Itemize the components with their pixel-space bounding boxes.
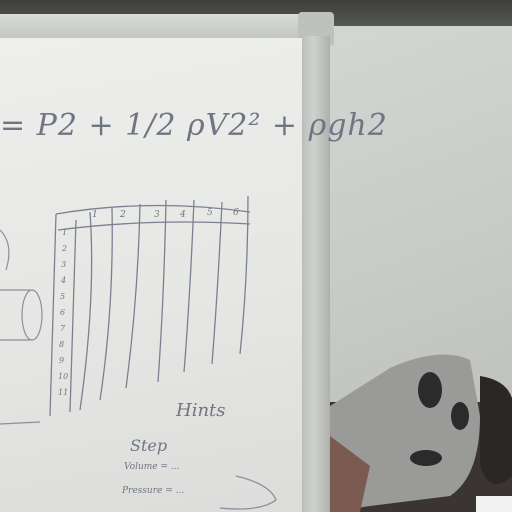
- table-column-header: 2: [120, 210, 126, 220]
- table-column-line: [99, 207, 113, 401]
- note-line: Pressure = ...: [122, 486, 185, 496]
- whiteboard-frame-right: [300, 36, 330, 512]
- table-column-line: [79, 211, 93, 411]
- sphere-sketch: [0, 229, 10, 271]
- whiteboard: = P2 + 1/2 ρV2² + ρgh2 Hints Step Volume…: [0, 38, 387, 512]
- table-left-line: [49, 213, 57, 417]
- table-row-label: 9: [59, 356, 65, 365]
- pipe-sketch-end: [21, 289, 43, 341]
- table-column-line: [183, 199, 195, 373]
- table-row-label: 2: [62, 244, 68, 253]
- table-column-header: 3: [154, 210, 160, 220]
- table-column-line: [125, 203, 141, 389]
- table-row-label: 7: [60, 324, 66, 333]
- note-line: Volume = ...: [124, 462, 180, 472]
- table-row-label: 10: [58, 372, 69, 381]
- table-row-label: 8: [59, 340, 65, 349]
- mask-mouth: [410, 450, 442, 466]
- table-top-line: [55, 204, 251, 215]
- mask-inner-red: [330, 436, 370, 512]
- table-column-line: [157, 199, 167, 383]
- table-column-header: 1: [92, 210, 98, 220]
- table-header-line: [57, 221, 251, 231]
- mask-object: [330, 354, 512, 512]
- table-row-label: 3: [61, 260, 67, 269]
- table-row-label: 1: [62, 228, 68, 237]
- step-heading: Step: [130, 436, 168, 455]
- paper-corner: [476, 496, 512, 512]
- table-row-label: 11: [58, 388, 69, 397]
- table-column-line: [211, 201, 223, 365]
- table-label-column-line: [69, 219, 77, 413]
- table-row-label: 5: [60, 292, 66, 301]
- mask-eye-right: [451, 402, 469, 430]
- bernoulli-formula: = P2 + 1/2 ρV2² + ρgh2: [0, 108, 388, 143]
- whiteboard-frame-top: [0, 14, 330, 39]
- table-row-label: 4: [61, 276, 67, 285]
- table-column-header: 6: [233, 208, 239, 218]
- table-column-line: [239, 195, 249, 355]
- table-row-label: 6: [60, 308, 66, 317]
- note-circle: [219, 475, 277, 510]
- whiteboard-drawings: [0, 195, 277, 510]
- mask-eye-left: [418, 372, 442, 408]
- hints-heading: Hints: [176, 400, 226, 421]
- board-underline: [0, 421, 41, 425]
- mask-strap: [480, 376, 512, 484]
- table-column-header: 4: [180, 210, 186, 220]
- table-column-header: 5: [207, 208, 213, 218]
